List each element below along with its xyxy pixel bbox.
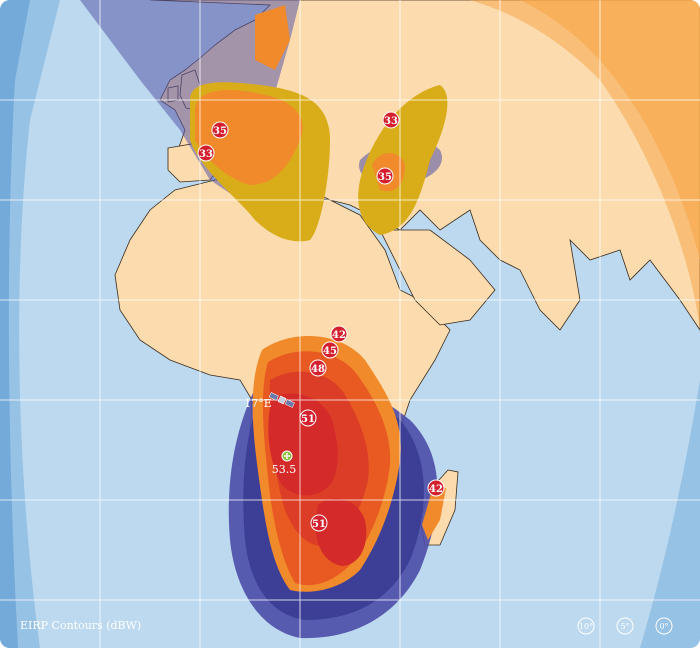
contour-badge-madagascar: 42 [427,479,445,497]
svg-text:51: 51 [301,414,315,425]
satellite-icon [268,392,295,408]
svg-text:48: 48 [311,364,325,375]
contour-51-south [315,498,367,566]
elevation-band-orange-inner [520,0,700,260]
svg-text:33: 33 [384,116,398,127]
contour-35-europe [195,90,303,185]
svg-text:42: 42 [332,330,346,341]
contour-badge-caucasus-south: 35 [376,167,394,185]
contour-51-africa [268,393,338,496]
contour-badge-africa-45: 45 [321,341,339,359]
svg-text:51: 51 [312,519,326,530]
contour-badge-iberia: 33 [197,144,215,162]
contour-badge-africa-42: 42 [330,325,348,343]
elevation-marker-10: 10° [577,617,595,635]
svg-text:45: 45 [323,346,337,357]
contour-35-scandinavia [255,5,290,70]
crosshair-plus-icon [281,450,293,462]
contour-badge-africa-51-south: 51 [310,514,328,532]
legend-title: EIRP Contours (dBW) [20,619,141,632]
contour-badge-africa-51-north: 51 [299,409,317,427]
svg-text:33: 33 [199,149,213,160]
satellite-position-label: 17°E [244,397,272,410]
visibility-edge-band-inner [0,0,30,648]
visibility-edge-band-outer [0,0,60,648]
contour-42-madagascar [422,488,446,540]
svg-text:5°: 5° [620,622,629,631]
elevation-marker-0: 0° [655,617,673,635]
svg-text:0°: 0° [659,622,668,631]
peak-value-label: 53.5 [272,463,297,476]
svg-text:42: 42 [429,484,443,495]
svg-text:35: 35 [378,172,392,183]
contour-badge-europe-west: 35 [211,121,229,139]
contour-badge-africa-48: 48 [309,359,327,377]
svg-text:10°: 10° [579,622,593,631]
contour-badge-caucasus-north: 33 [382,111,400,129]
elevation-marker-5: 5° [616,617,634,635]
svg-text:35: 35 [213,126,227,137]
contour-33-caucasus [358,85,448,235]
landmass-arabia [379,229,496,326]
visibility-edge-band-right [640,380,700,648]
